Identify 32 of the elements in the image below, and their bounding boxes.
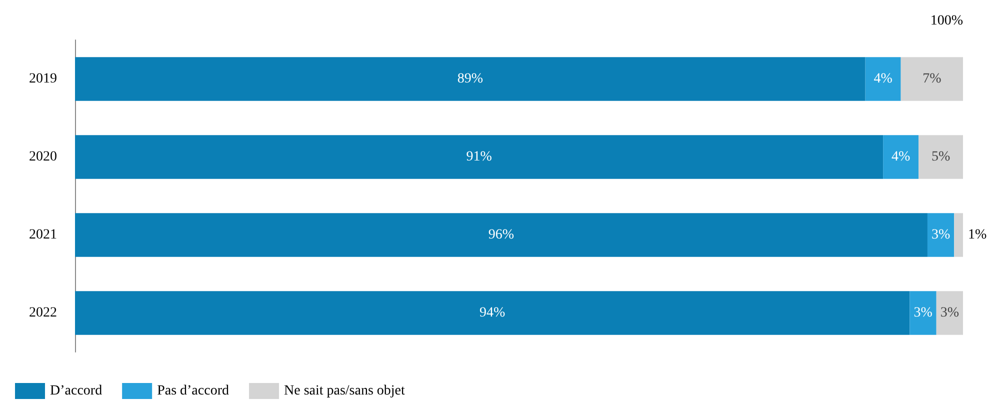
bar <box>910 291 936 335</box>
y-tick-label: 2021 <box>29 228 57 242</box>
data-label: 5% <box>931 150 950 164</box>
bar <box>954 213 963 257</box>
bar <box>75 57 866 101</box>
data-label: 4% <box>892 150 911 164</box>
bar <box>75 135 884 179</box>
bar <box>865 57 901 101</box>
y-tick-label: 2020 <box>29 150 57 164</box>
data-label: 4% <box>874 72 893 86</box>
bar <box>900 57 963 101</box>
bar <box>936 291 963 335</box>
data-label: 3% <box>931 228 950 242</box>
bar <box>75 213 928 257</box>
bar <box>927 213 954 257</box>
bar <box>918 135 963 179</box>
data-label: 94% <box>480 306 506 320</box>
text: 100% <box>930 14 964 28</box>
data-label: 1% <box>968 228 987 242</box>
data-label: 96% <box>488 228 514 242</box>
legend-label: Ne sait pas/sans objet <box>284 384 406 398</box>
data-label: 91% <box>466 150 492 164</box>
legend-label: D’accord <box>50 384 102 398</box>
data-label: 7% <box>922 72 942 86</box>
bar <box>883 135 919 179</box>
y-tick-label: 2019 <box>29 72 57 86</box>
data-label: 3% <box>914 306 933 320</box>
y-tick-label: 2022 <box>29 306 57 320</box>
legend-label: Pas d’accord <box>157 384 229 398</box>
data-label: 3% <box>940 306 960 320</box>
data-label: 89% <box>457 72 484 86</box>
bar <box>75 291 910 335</box>
